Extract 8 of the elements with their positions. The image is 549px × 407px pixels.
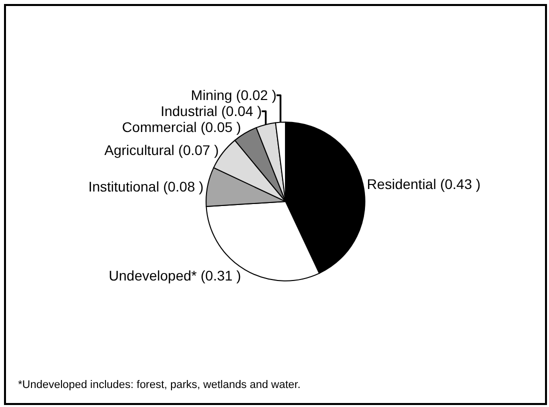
slice-label: Commercial (0.05 ) [122,119,242,136]
slice-label: Agricultural (0.07 ) [104,142,219,158]
slice-label: Undeveloped* (0.31 ) [108,268,242,284]
slice-label: Mining (0.02 ) [190,87,276,104]
slice-label: Industrial (0.04 ) [160,103,262,120]
slice-label: Institutional (0.08 ) [88,178,204,194]
slice-label: Residential (0.43 ) [366,176,481,192]
text: *Undeveloped includes: forest, parks, wetlands and water. [18,379,300,391]
